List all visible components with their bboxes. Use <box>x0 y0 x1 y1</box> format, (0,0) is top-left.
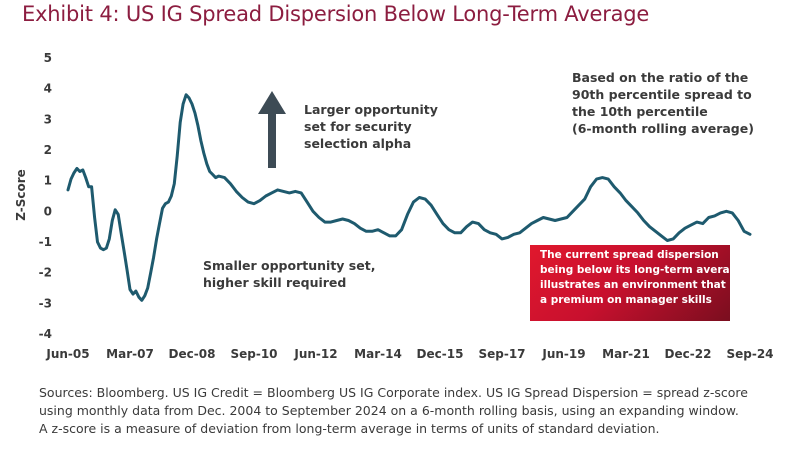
y-tick-label: 3 <box>44 112 52 126</box>
x-tick-label: Jun-12 <box>293 347 337 361</box>
y-axis: 5 4 3 2 1 0 -1 -2 -3 -4 <box>39 51 52 341</box>
x-tick-label: Dec-08 <box>169 347 216 361</box>
y-tick-label: 1 <box>44 174 52 188</box>
chart-title: Exhibit 4: US IG Spread Dispersion Below… <box>22 2 650 26</box>
y-tick-label: 0 <box>44 204 52 218</box>
source-line: A z-score is a measure of deviation from… <box>39 421 660 436</box>
source-note: Sources: Bloomberg. US IG Credit = Bloom… <box>39 384 794 438</box>
annotation-smaller-opportunity: Smaller opportunity set, higher skill re… <box>203 258 380 290</box>
y-tick-label: -1 <box>39 235 52 249</box>
y-axis-title: Z-Score <box>14 169 28 221</box>
callout-line: a premium on manager skills <box>540 294 712 306</box>
y-tick-label: -4 <box>39 327 52 341</box>
callout-line: The current spread dispersion <box>540 249 719 261</box>
source-line: Sources: Bloomberg. US IG Credit = Bloom… <box>39 385 748 400</box>
source-line: using monthly data from Dec. 2004 to Sep… <box>39 403 739 418</box>
x-tick-label: Mar-07 <box>106 347 154 361</box>
y-tick-label: 5 <box>44 51 52 65</box>
callout-box: The current spread dispersion being belo… <box>530 245 730 321</box>
x-tick-label: Mar-14 <box>354 347 402 361</box>
x-tick-label: Mar-21 <box>602 347 650 361</box>
up-arrow-icon <box>258 91 286 168</box>
callout-line: being below its long-term average <box>540 264 730 276</box>
y-tick-label: 2 <box>44 143 52 157</box>
x-axis: Jun-05 Mar-07 Dec-08 Sep-10 Jun-12 Mar-14 Dec-… <box>45 347 773 361</box>
y-tick-label: -2 <box>39 266 52 280</box>
series-line <box>66 93 752 302</box>
y-tick-label: 4 <box>44 82 52 96</box>
x-tick-label: Sep-17 <box>478 347 525 361</box>
y-tick-label: -3 <box>39 296 52 310</box>
callout-line: illustrates an environment that puts <box>540 279 730 291</box>
annotation-opportunity: Larger opportunity set for security sele… <box>304 102 442 151</box>
x-tick-label: Sep-10 <box>230 347 277 361</box>
annotation-methodology: Based on the ratio of the 90th percentil… <box>572 70 756 136</box>
x-tick-label: Jun-19 <box>541 347 585 361</box>
x-tick-label: Sep-24 <box>726 347 773 361</box>
x-tick-label: Dec-22 <box>665 347 712 361</box>
x-tick-label: Jun-05 <box>45 347 89 361</box>
x-tick-label: Dec-15 <box>417 347 464 361</box>
